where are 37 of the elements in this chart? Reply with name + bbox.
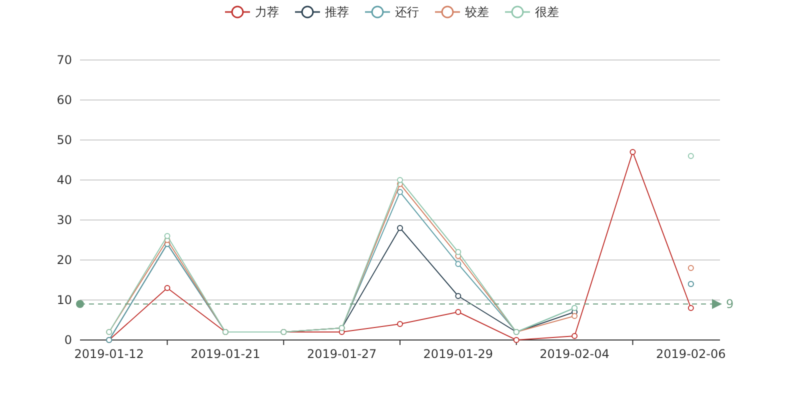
x-tick-label: 2019-02-06 xyxy=(656,347,726,361)
legend-label: 推荐 xyxy=(325,5,349,20)
point xyxy=(455,249,462,255)
y-tick-label: 40 xyxy=(56,173,72,188)
y-tick-label: 50 xyxy=(56,133,72,148)
x-tick-label: 2019-02-04 xyxy=(540,347,610,361)
legend-label: 力荐 xyxy=(255,5,279,20)
ref-line-label: 9 xyxy=(726,297,734,312)
x-tick-label: 2019-01-12 xyxy=(74,347,144,361)
legend-label: 还行 xyxy=(395,5,419,20)
point xyxy=(688,153,694,159)
y-tick-label: 30 xyxy=(56,213,72,228)
point xyxy=(630,149,636,155)
point xyxy=(397,321,403,327)
legend-label: 很差 xyxy=(535,5,559,20)
point xyxy=(164,285,170,291)
point xyxy=(455,309,462,315)
point xyxy=(164,233,170,239)
y-tick-label: 10 xyxy=(56,293,72,308)
y-tick-label: 20 xyxy=(56,253,72,268)
point xyxy=(455,261,462,267)
point xyxy=(688,265,694,271)
point xyxy=(397,225,403,231)
y-tick-label: 0 xyxy=(64,333,72,348)
point xyxy=(455,293,462,299)
point xyxy=(688,305,694,311)
legend-label: 较差 xyxy=(465,5,489,20)
y-tick-label: 60 xyxy=(56,93,72,108)
x-tick-label: 2019-01-29 xyxy=(423,347,494,361)
y-tick-label: 70 xyxy=(56,53,72,68)
x-tick-label: 2019-01-21 xyxy=(190,347,260,361)
point xyxy=(572,313,578,319)
point xyxy=(513,337,520,343)
point xyxy=(572,333,578,339)
point xyxy=(397,177,403,183)
x-tick-label: 2019-01-27 xyxy=(306,347,377,361)
point xyxy=(397,189,403,195)
